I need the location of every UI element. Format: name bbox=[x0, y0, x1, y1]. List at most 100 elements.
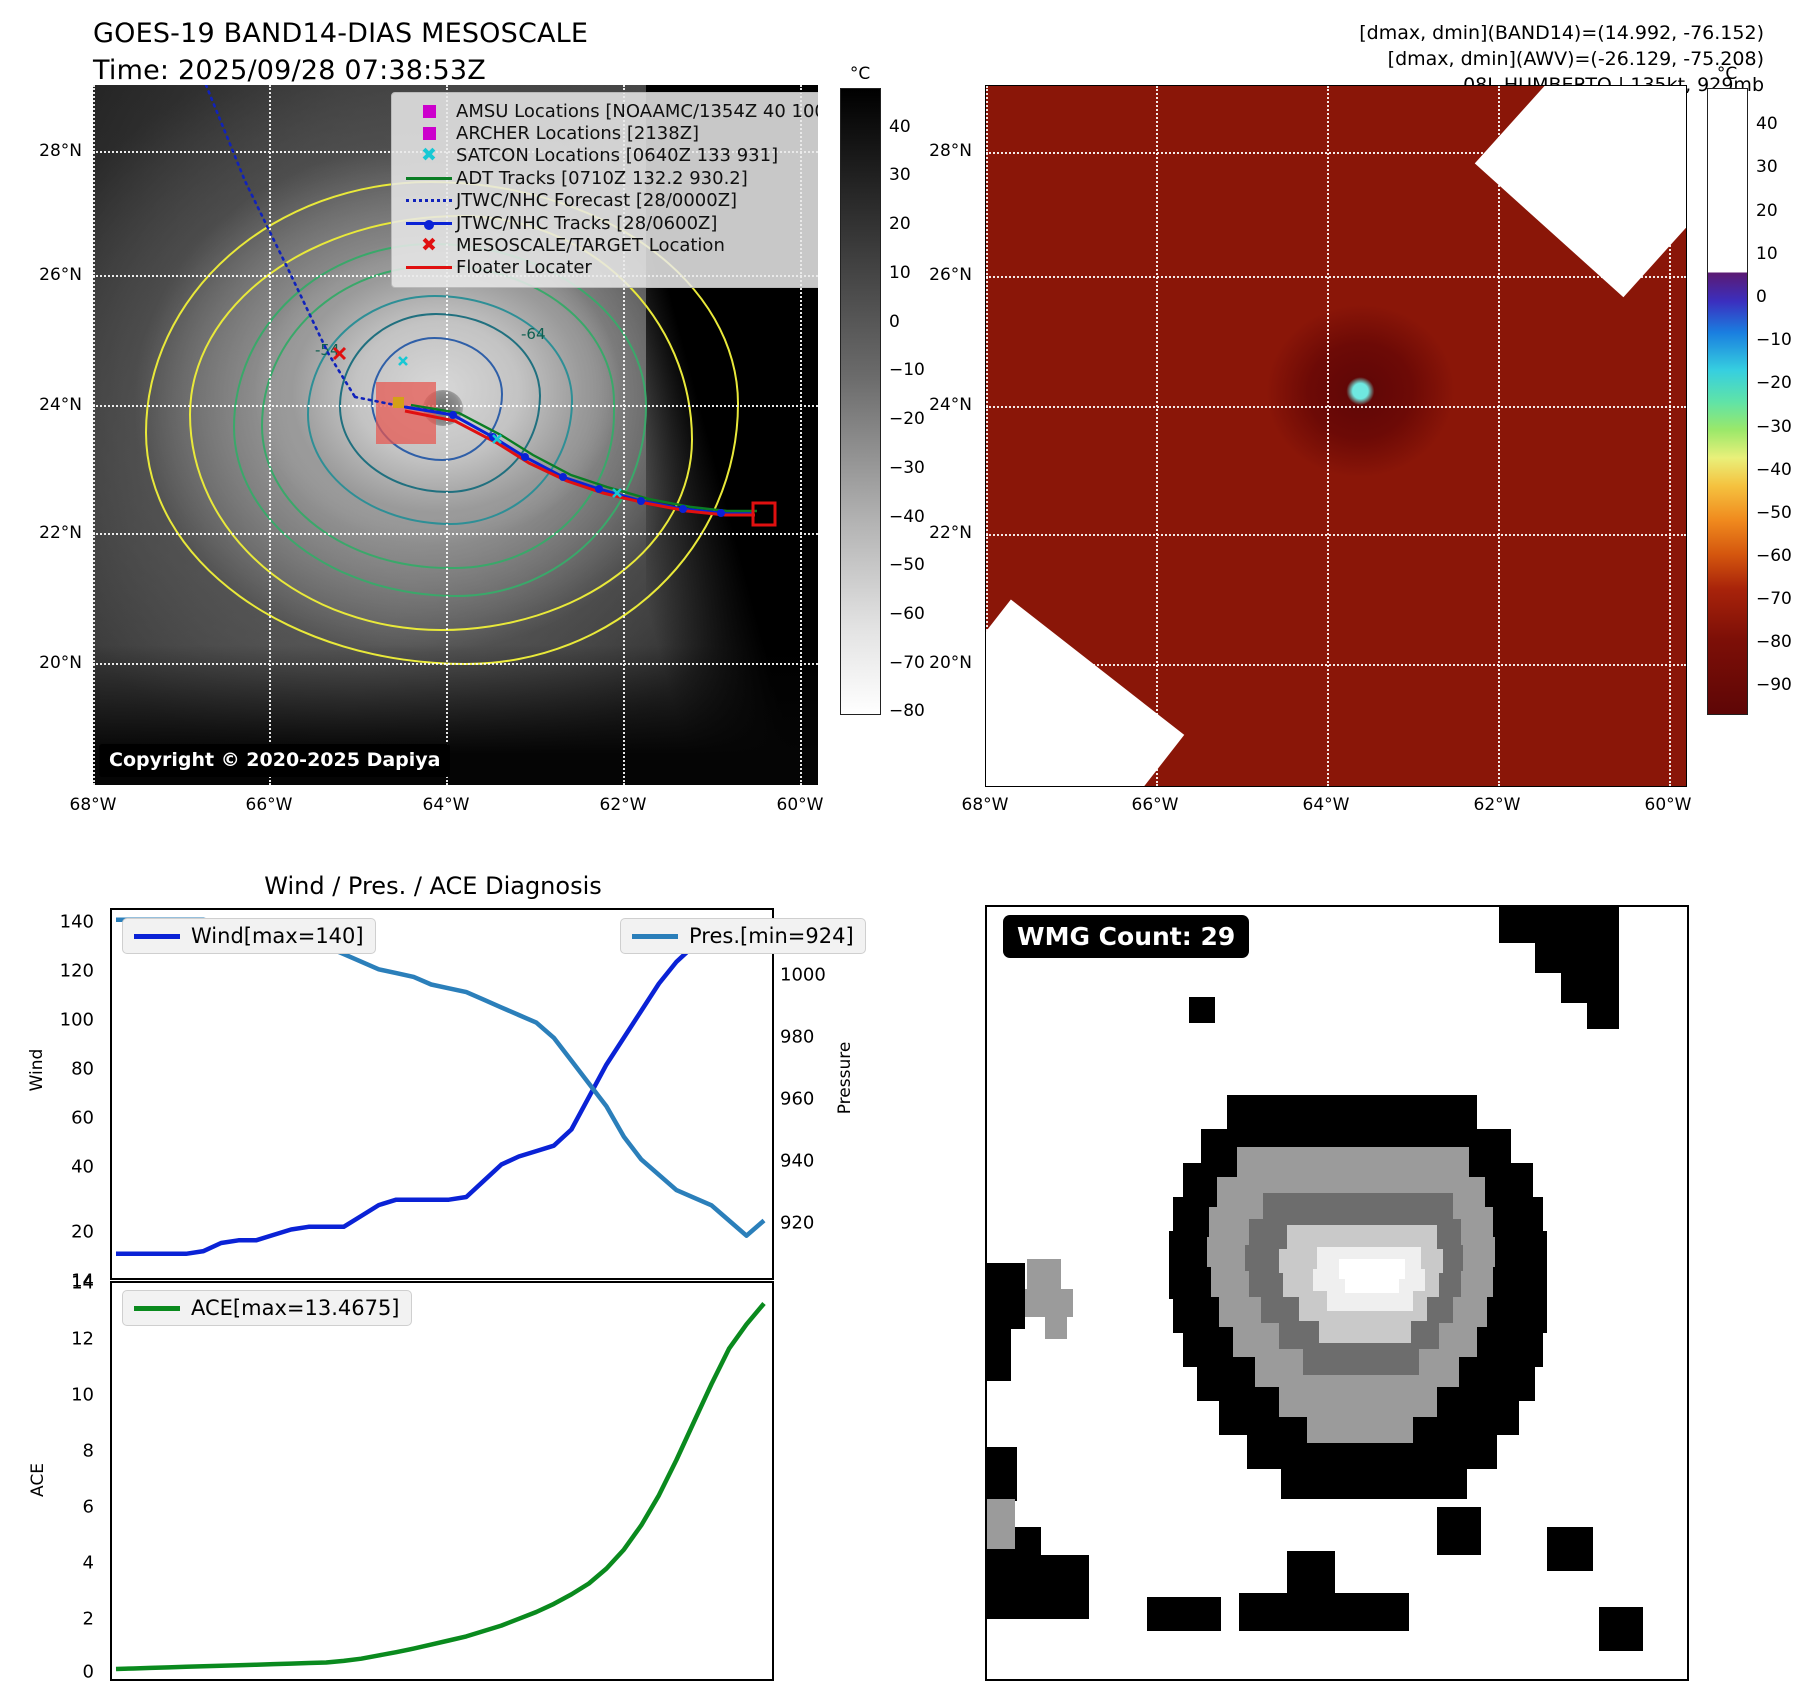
ir-map-legend: AMSU Locations [NOAAMC/1354Z 40 1003] AR… bbox=[391, 92, 818, 289]
wind-ytick: 40 bbox=[71, 1156, 94, 1178]
contour-teal-outer bbox=[307, 295, 573, 525]
awv-xtick: 68°W bbox=[961, 795, 1009, 815]
x-marker-red-icon: ✖ bbox=[421, 234, 437, 257]
ir-colorbar-unit: °C bbox=[849, 64, 871, 84]
ace-chart[interactable] bbox=[110, 1281, 774, 1681]
awv-cbar-tick: 30 bbox=[1756, 157, 1778, 178]
awv-cbar-tick: −50 bbox=[1756, 502, 1792, 523]
legend-row: JTWC/NHC Tracks [28/0600Z] bbox=[402, 212, 818, 234]
wind-ytick: 14 bbox=[71, 1270, 94, 1292]
awv-cbar-tick: 20 bbox=[1756, 200, 1778, 221]
ace-ytick: 8 bbox=[82, 1440, 94, 1462]
solid-line-green-icon bbox=[402, 176, 456, 180]
wind-line-swatch bbox=[134, 933, 180, 939]
diagnosis-title: Wind / Pres. / ACE Diagnosis bbox=[264, 872, 602, 900]
wind-ytick: 100 bbox=[59, 1009, 94, 1031]
wind-ytick: 140 bbox=[59, 911, 94, 933]
wind-legend-label: Wind[max=140] bbox=[191, 924, 364, 948]
wind-ytick: 20 bbox=[71, 1221, 94, 1243]
legend-label: MESOSCALE/TARGET Location bbox=[456, 235, 725, 257]
square-marker-icon bbox=[402, 127, 456, 141]
ir-ytick: 28°N bbox=[39, 141, 82, 161]
ir-satellite-map[interactable]: -54 -64 bbox=[93, 85, 818, 785]
page-title: GOES-19 BAND14-DIAS MESOSCALE bbox=[93, 18, 589, 49]
awv-satellite-map[interactable] bbox=[985, 85, 1687, 787]
ir-cbar-tick: −30 bbox=[889, 457, 925, 478]
ir-cbar-tick: 20 bbox=[889, 214, 911, 234]
wind-pressure-chart[interactable] bbox=[110, 908, 774, 1280]
legend-label: SATCON Locations [0640Z 133 931] bbox=[456, 145, 779, 167]
wind-ytick: 120 bbox=[59, 960, 94, 982]
awv-cbar-tick: −60 bbox=[1756, 545, 1792, 566]
legend-label: ARCHER Locations [2138Z] bbox=[456, 123, 700, 145]
x-marker-cyan-icon: ✖ bbox=[421, 144, 437, 167]
ir-ytick: 26°N bbox=[39, 265, 82, 285]
awv-cbar-tick: −30 bbox=[1756, 416, 1792, 437]
awv-cbar-tick: −40 bbox=[1756, 459, 1792, 480]
pressure-ytick: 940 bbox=[780, 1150, 815, 1172]
ace-legend[interactable]: ACE[max=13.4675] bbox=[122, 1290, 412, 1326]
ir-xtick: 68°W bbox=[69, 795, 117, 815]
ace-ytick: 12 bbox=[71, 1328, 94, 1350]
awv-cbar-tick: −90 bbox=[1756, 675, 1792, 696]
awv-ytick: 20°N bbox=[929, 653, 972, 673]
dmax-dmin-band14: [dmax, dmin](BAND14)=(14.992, -76.152) bbox=[1359, 22, 1764, 44]
ace-ytick: 10 bbox=[71, 1384, 94, 1406]
legend-row: ARCHER Locations [2138Z] bbox=[402, 122, 818, 144]
ir-xtick: 62°W bbox=[599, 795, 647, 815]
wmg-cloud-map[interactable] bbox=[985, 905, 1689, 1681]
ir-xtick: 64°W bbox=[422, 795, 470, 815]
solid-line-red-icon bbox=[402, 266, 456, 270]
dotted-line-blue-icon bbox=[402, 199, 456, 203]
ir-cbar-tick: −70 bbox=[889, 652, 925, 673]
legend-row: ✖ MESOSCALE/TARGET Location bbox=[402, 234, 818, 256]
awv-ytick: 28°N bbox=[929, 141, 972, 161]
awv-colorbar-unit: °C bbox=[1716, 64, 1738, 84]
contour-label-54: -54 bbox=[315, 341, 340, 359]
wind-ytick: 80 bbox=[71, 1058, 94, 1080]
ace-ytick: 14 bbox=[71, 1272, 94, 1294]
ir-cbar-tick: −10 bbox=[889, 360, 925, 381]
legend-label: AMSU Locations [NOAAMC/1354Z 40 1003] bbox=[456, 100, 818, 122]
ace-axis-label: ACE bbox=[28, 1463, 48, 1497]
awv-ytick: 26°N bbox=[929, 265, 972, 285]
line-dot-blue-icon bbox=[402, 219, 456, 230]
pressure-ytick: 980 bbox=[780, 1026, 815, 1048]
page-timestamp: Time: 2025/09/28 07:38:53Z bbox=[93, 55, 486, 86]
ir-cbar-tick: 30 bbox=[889, 165, 911, 186]
square-marker-icon bbox=[402, 104, 456, 118]
ir-cbar-tick: 10 bbox=[889, 262, 911, 283]
ace-ytick: 4 bbox=[82, 1552, 94, 1574]
ace-ytick: 6 bbox=[82, 1496, 94, 1518]
ace-legend-label: ACE[max=13.4675] bbox=[191, 1296, 400, 1320]
legend-row: ADT Tracks [0710Z 132.2 930.2] bbox=[402, 167, 818, 189]
contour-blue bbox=[371, 337, 503, 461]
wind-legend[interactable]: Wind[max=140] bbox=[122, 918, 376, 954]
legend-label: JTWC/NHC Tracks [28/0600Z] bbox=[456, 212, 718, 234]
awv-cbar-tick: −10 bbox=[1756, 330, 1792, 351]
ir-cbar-tick: 0 bbox=[889, 311, 900, 332]
pressure-legend[interactable]: Pres.[min=924] bbox=[620, 918, 866, 954]
ir-cbar-tick: −20 bbox=[889, 409, 925, 429]
ir-cbar-tick: −60 bbox=[889, 604, 925, 624]
ir-ytick: 24°N bbox=[39, 395, 82, 415]
legend-label: ADT Tracks [0710Z 132.2 930.2] bbox=[456, 167, 748, 189]
legend-row: JTWC/NHC Forecast [28/0000Z] bbox=[402, 190, 818, 212]
wind-ytick: 60 bbox=[71, 1107, 94, 1129]
pressure-ytick: 960 bbox=[780, 1088, 815, 1110]
ir-xtick: 60°W bbox=[776, 795, 824, 815]
ace-ytick: 0 bbox=[82, 1661, 94, 1683]
wmg-count-badge: WMG Count: 29 bbox=[1003, 915, 1250, 958]
legend-label: Floater Locater bbox=[456, 257, 592, 279]
awv-cbar-tick: −80 bbox=[1756, 632, 1792, 653]
ace-series bbox=[115, 1302, 766, 1672]
wind-pressure-series bbox=[116, 917, 766, 1257]
awv-cbar-tick: −20 bbox=[1756, 373, 1792, 394]
ir-xtick: 66°W bbox=[245, 795, 293, 815]
legend-row: ✖ SATCON Locations [0640Z 133 931] bbox=[402, 145, 818, 167]
page-title-block: GOES-19 BAND14-DIAS MESOSCALE Time: 2025… bbox=[93, 18, 588, 86]
awv-xtick: 60°W bbox=[1644, 795, 1692, 815]
awv-ytick: 22°N bbox=[929, 523, 972, 543]
ir-cbar-tick: −80 bbox=[889, 700, 925, 721]
ir-colorbar: 40 30 20 10 0 −10 −20 −30 −40 −50 −60 −7… bbox=[840, 88, 925, 721]
